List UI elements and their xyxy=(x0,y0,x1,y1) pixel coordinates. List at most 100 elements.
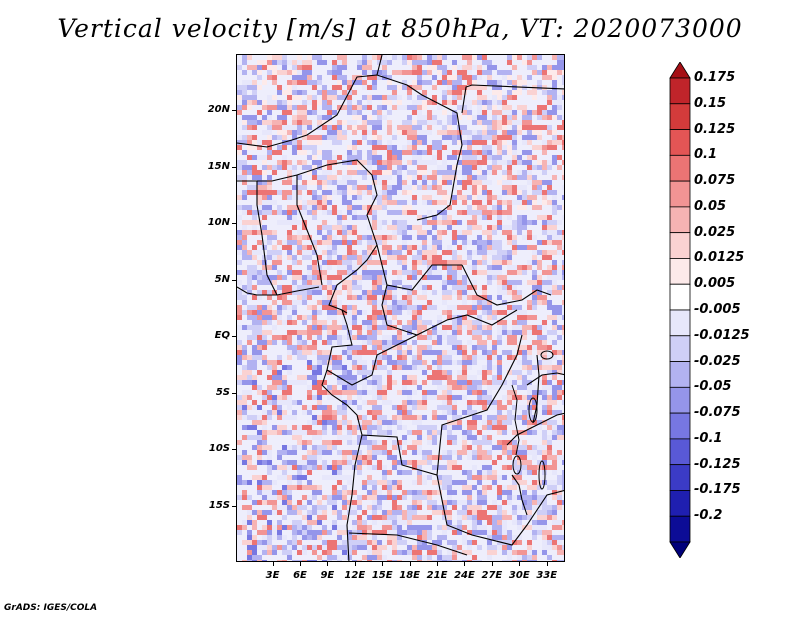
field-cell xyxy=(442,75,447,80)
field-cell xyxy=(272,370,277,375)
field-cell xyxy=(472,165,477,170)
field-cell xyxy=(482,440,492,445)
field-cell xyxy=(502,120,507,125)
field-cell xyxy=(427,210,432,215)
field-cell xyxy=(427,490,432,495)
field-cell xyxy=(352,335,357,340)
latitude-tick-label: 15S xyxy=(208,499,230,511)
field-cell xyxy=(412,325,417,330)
field-cell xyxy=(547,235,552,240)
field-cell xyxy=(452,230,457,235)
field-cell xyxy=(342,515,347,520)
field-cell xyxy=(462,485,472,490)
field-cell xyxy=(552,195,557,200)
field-cell xyxy=(512,380,517,385)
field-cell xyxy=(307,420,312,425)
field-cell xyxy=(437,235,442,240)
field-cell xyxy=(282,145,287,150)
field-cell xyxy=(312,205,317,210)
field-cell xyxy=(402,470,412,475)
field-cell xyxy=(432,435,437,440)
field-cell xyxy=(512,115,517,120)
field-cell xyxy=(317,545,322,550)
field-cell xyxy=(357,335,367,340)
field-cell xyxy=(427,425,437,430)
field-cell xyxy=(327,405,332,410)
field-cell xyxy=(292,300,302,305)
field-cell xyxy=(347,550,352,555)
field-cell xyxy=(362,520,367,525)
field-cell xyxy=(412,415,417,420)
field-cell xyxy=(417,110,422,115)
field-cell xyxy=(497,100,502,105)
field-cell xyxy=(287,480,292,485)
field-cell xyxy=(392,430,397,435)
field-cell xyxy=(282,90,292,95)
field-cell xyxy=(562,350,564,355)
field-cell xyxy=(372,345,377,350)
field-cell xyxy=(382,395,387,400)
longitude-tick xyxy=(546,562,548,566)
field-cell xyxy=(437,545,442,550)
field-cell xyxy=(517,480,527,485)
field-cell xyxy=(487,215,492,220)
field-cell xyxy=(562,475,564,480)
field-cell xyxy=(472,350,477,355)
field-cell xyxy=(482,205,487,210)
field-cell xyxy=(462,165,472,170)
field-cell xyxy=(502,75,507,80)
field-cell xyxy=(472,300,477,305)
field-cell xyxy=(357,165,362,170)
field-cell xyxy=(377,360,382,365)
field-cell xyxy=(452,80,462,85)
field-cell xyxy=(532,505,537,510)
colorbar-tick-label: -0.0125 xyxy=(694,327,750,343)
field-cell xyxy=(242,390,252,395)
field-cell xyxy=(242,380,247,385)
field-cell xyxy=(257,85,262,90)
field-cell xyxy=(477,120,482,125)
field-cell xyxy=(372,155,382,160)
field-cell xyxy=(302,65,312,70)
field-cell xyxy=(257,515,267,520)
field-cell xyxy=(492,195,497,200)
field-cell xyxy=(547,370,552,375)
field-cell xyxy=(312,310,317,315)
field-cell xyxy=(447,130,452,135)
field-cell xyxy=(497,295,502,300)
field-cell xyxy=(267,315,272,320)
colorbar-swatch xyxy=(669,464,691,491)
field-cell xyxy=(547,145,557,150)
field-cell xyxy=(562,115,564,120)
field-cell xyxy=(302,295,307,300)
field-cell xyxy=(502,225,512,230)
field-cell xyxy=(412,390,417,395)
field-cell xyxy=(422,405,427,410)
field-cell xyxy=(247,315,252,320)
field-cell xyxy=(262,195,267,200)
field-cell xyxy=(327,540,337,545)
field-cell xyxy=(387,355,392,360)
field-cell xyxy=(367,250,372,255)
field-cell xyxy=(562,135,564,140)
field-cell xyxy=(502,475,507,480)
field-cell xyxy=(297,485,302,490)
field-cell xyxy=(357,500,362,505)
field-cell xyxy=(557,230,564,235)
field-cell xyxy=(237,400,247,405)
field-cell xyxy=(427,260,432,265)
field-cell xyxy=(467,355,472,360)
field-cell xyxy=(332,125,337,130)
field-cell xyxy=(472,360,477,365)
field-cell xyxy=(352,285,362,290)
field-cell xyxy=(352,155,362,160)
field-cell xyxy=(522,380,532,385)
field-cell xyxy=(412,465,417,470)
field-cell xyxy=(307,470,312,475)
field-cell xyxy=(402,260,407,265)
field-cell xyxy=(387,470,392,475)
vertical-velocity-field xyxy=(237,55,564,561)
field-cell xyxy=(297,340,302,345)
field-cell xyxy=(312,290,322,295)
field-cell xyxy=(292,220,302,225)
